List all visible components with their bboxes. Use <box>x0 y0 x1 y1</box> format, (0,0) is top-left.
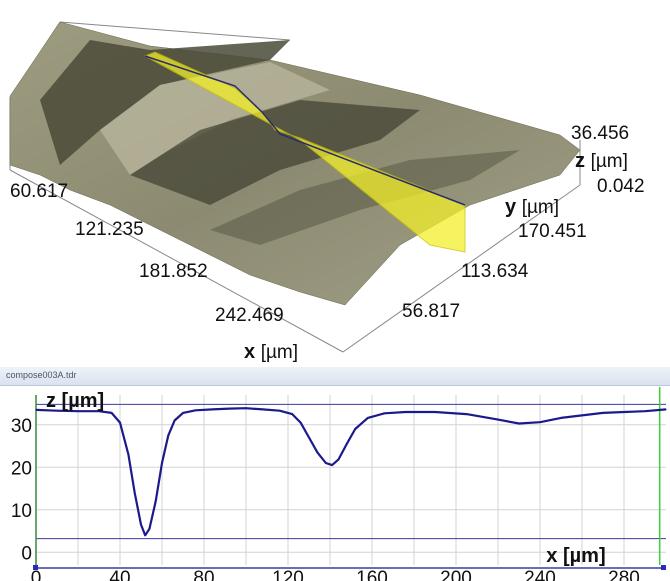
y-axis-tick-1: 113.634 <box>461 261 529 282</box>
surface-dark-band-2 <box>130 100 420 205</box>
profile-window-title: compose003A.tdr <box>6 370 77 380</box>
x-axis-tick-2: 181.852 <box>139 261 208 282</box>
surface-dark-band-1 <box>40 40 290 165</box>
profile-point <box>77 410 79 412</box>
profile-point <box>497 419 499 421</box>
y-axis-unit: [µm] <box>521 197 560 218</box>
y-axis-name: y <box>505 196 517 218</box>
profile-point <box>140 524 142 526</box>
y-tick-label: 10 <box>11 501 32 522</box>
end-marker <box>661 565 666 570</box>
plot-axes <box>33 387 666 570</box>
profile-point <box>325 462 327 464</box>
profile-point <box>144 534 146 536</box>
x-tick-label: 160 <box>356 568 388 581</box>
profile-point <box>245 407 247 409</box>
profile-point <box>644 410 646 412</box>
profile-point <box>405 411 407 413</box>
x-axis-tick-3: 242.469 <box>215 305 284 326</box>
y-axis-label: z [µm] <box>46 390 104 412</box>
surface-ridge-light <box>100 62 330 175</box>
x-axis-tick-1: 121.235 <box>75 219 144 240</box>
profile-point <box>134 492 136 494</box>
profile-point <box>98 410 100 412</box>
z-axis-title: z [µm] <box>575 151 628 171</box>
profile-point <box>539 421 541 423</box>
profile-point <box>111 412 113 414</box>
x-axis-tick-0: 60.617 <box>10 181 69 202</box>
profile-point <box>518 422 520 425</box>
profile-point <box>161 462 163 464</box>
profile-point <box>279 410 281 412</box>
profile-point <box>56 410 58 412</box>
y-tick-label: 30 <box>11 416 32 437</box>
surface-3d-view: 36.456 z [µm] 0.042 y [µm] 170.451 113.6… <box>9 21 645 362</box>
profile-point <box>148 528 150 530</box>
y-axis-tick-0: 170.451 <box>518 221 587 242</box>
profile-window-titlebar[interactable]: compose003A.tdr <box>0 367 670 386</box>
z-axis-max-label: 36.456 <box>571 123 630 144</box>
profile-point <box>331 464 333 466</box>
profile-point <box>308 436 310 439</box>
profile-point <box>560 417 562 419</box>
profile-point <box>337 459 339 461</box>
profile-point <box>300 422 302 424</box>
profile-point <box>182 412 184 414</box>
profile-point <box>195 409 197 411</box>
profile-point <box>127 453 129 456</box>
profile-point <box>384 412 386 414</box>
x-axis-name: x <box>244 341 256 363</box>
plot-background <box>36 395 666 565</box>
profile-point <box>623 411 625 413</box>
profile-point <box>316 451 318 453</box>
surface-3d-graphic <box>9 21 581 353</box>
plot-curve-group <box>35 407 667 537</box>
profile-point <box>367 417 369 419</box>
y-axis-title: y [µm] <box>505 197 559 217</box>
y-tick-label: 0 <box>21 543 32 564</box>
surface-dark-band-3 <box>210 150 520 245</box>
profile-point <box>228 408 230 410</box>
profile-point <box>291 413 293 415</box>
profile-point <box>211 408 213 411</box>
y-tick-label: 20 <box>11 458 32 479</box>
x-axis-label: x [µm] <box>546 545 605 567</box>
x-tick-label: 40 <box>109 568 130 581</box>
axis-labels: z [µm] x [µm] <box>46 390 606 567</box>
x-tick-label: 280 <box>608 568 640 581</box>
profile-cut-line <box>144 55 466 206</box>
x-tick-label: 120 <box>272 568 304 581</box>
profile-point <box>602 412 604 414</box>
profile-point <box>35 409 37 411</box>
profile-point <box>665 408 667 411</box>
z-axis-min-label: 0.042 <box>597 176 645 197</box>
plot-grid <box>36 395 666 565</box>
x-tick-label: 0 <box>31 568 42 581</box>
x-axis-title: x [µm] <box>244 342 298 362</box>
x-tick-label: 200 <box>440 568 472 581</box>
y-axis-tick-2: 56.817 <box>402 301 461 322</box>
x-axis-unit: [µm] <box>260 342 299 363</box>
z-axis-unit: [µm] <box>590 151 628 172</box>
origin-marker <box>33 565 38 570</box>
profile-point <box>262 408 264 411</box>
profile-point <box>354 428 356 430</box>
profile-point <box>174 419 176 422</box>
profile-plot: 0 40 80 120 160 200 240 280 0 10 20 30 z [µm] x [µm] <box>11 387 667 581</box>
profile-point <box>155 500 157 502</box>
profile-point <box>581 414 583 416</box>
tick-labels: 0 40 80 120 160 200 240 280 0 10 20 30 <box>11 416 640 581</box>
x-tick-label: 240 <box>524 568 556 581</box>
profile-point <box>465 413 468 415</box>
z-axis-name: z <box>575 150 585 172</box>
x-tick-label: 80 <box>193 568 214 581</box>
profile-point <box>346 443 348 445</box>
profile-point <box>167 434 169 436</box>
profile-point <box>434 411 436 413</box>
profile-window: compose003A.tdr 0 40 80 120 160 200 240 280 0 10 2… <box>0 367 670 581</box>
profile-point <box>119 422 121 424</box>
